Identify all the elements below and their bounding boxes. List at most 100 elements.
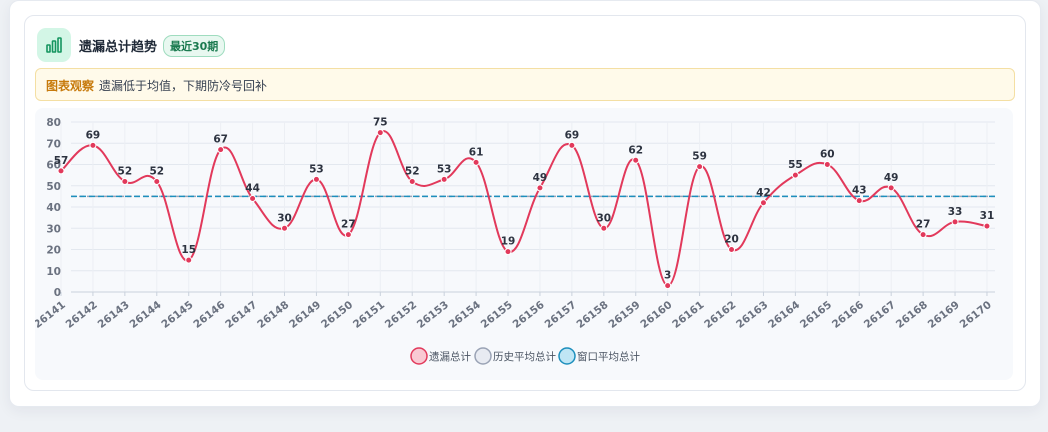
chart-area: 0 10 20 30 40 50 60 70 80 57 69 52 52 15 67 44 30 53 27 75 5… (32, 108, 1013, 380)
x-tick-label: 26144 (127, 299, 163, 331)
x-tick-label: 26146 (191, 299, 227, 331)
data-point (600, 224, 608, 232)
data-label: 69 (565, 129, 580, 141)
x-tick-label: 26158 (574, 299, 610, 331)
x-tick-label: 26150 (319, 299, 355, 331)
data-point (951, 218, 959, 226)
line-chart: 0 10 20 30 40 50 60 70 80 57 69 52 52 15 67 44 30 53 27 75 5… (32, 117, 995, 365)
x-tick-label: 26167 (862, 299, 898, 331)
data-point (57, 167, 65, 175)
data-label: 49 (884, 172, 899, 184)
x-tick-label: 26141 (35, 299, 68, 331)
data-point (472, 158, 480, 166)
period-badge: 最近30期 (163, 35, 226, 57)
data-label: 42 (756, 187, 771, 199)
data-label: 19 (501, 236, 516, 248)
data-label: 15 (181, 244, 196, 256)
data-point (312, 175, 320, 183)
data-label: 61 (469, 146, 484, 158)
x-tick-label: 26169 (926, 299, 962, 331)
card-title: 遗漏总计趋势 (79, 40, 158, 55)
y-tick-label: 40 (46, 202, 61, 214)
x-tick-label: 26165 (798, 299, 834, 331)
data-point (887, 184, 895, 192)
y-tick-label: 60 (46, 160, 61, 172)
data-point (249, 195, 257, 202)
data-point (632, 156, 640, 164)
data-point (855, 197, 863, 205)
x-tick-label: 26168 (894, 299, 930, 331)
data-label: 52 (405, 166, 420, 178)
x-tick-label: 26145 (159, 299, 195, 331)
x-tick-label: 26170 (958, 299, 994, 331)
legend-label: 遗漏总计 (429, 350, 471, 363)
data-label: 27 (341, 219, 356, 231)
data-label: 3 (664, 270, 671, 282)
x-tick-label: 26149 (287, 299, 323, 331)
x-tick-label: 26142 (64, 299, 100, 331)
x-tick-label: 26154 (447, 299, 483, 331)
data-label: 30 (277, 212, 292, 224)
x-tick-label: 26159 (606, 299, 642, 331)
data-label: 49 (533, 172, 548, 184)
data-point (728, 246, 736, 253)
x-tick-label: 26160 (638, 299, 674, 331)
data-label: 57 (54, 155, 69, 167)
data-label: 43 (852, 185, 867, 197)
data-point (568, 141, 576, 149)
data-label: 30 (596, 212, 611, 224)
y-tick-label: 0 (54, 287, 61, 299)
x-tick-label: 26151 (351, 299, 387, 331)
data-point (759, 199, 767, 207)
data-point (823, 161, 831, 168)
data-label: 69 (86, 129, 101, 141)
data-label: 75 (373, 117, 388, 129)
data-label: 44 (245, 183, 260, 195)
data-label: 52 (118, 166, 133, 178)
legend-swatch (558, 347, 576, 365)
data-label: 33 (948, 206, 963, 218)
x-tick-label: 26153 (415, 299, 451, 331)
data-point (791, 171, 799, 179)
legend-label: 历史平均总计 (493, 350, 556, 363)
data-label: 53 (309, 163, 324, 175)
x-tick-label: 26156 (511, 299, 547, 331)
x-tick-label: 26164 (766, 299, 802, 331)
y-tick-label: 10 (46, 266, 61, 278)
data-label: 59 (692, 151, 707, 163)
x-tick-label: 26162 (702, 299, 738, 331)
data-point (440, 175, 448, 183)
data-label: 52 (149, 166, 164, 178)
x-tick-label: 26148 (255, 299, 291, 331)
x-tick-label: 26161 (670, 299, 706, 331)
observation-label: 图表观察 (46, 79, 95, 93)
data-point (983, 222, 991, 230)
data-label: 60 (820, 149, 835, 161)
y-tick-label: 80 (46, 117, 61, 129)
bar-chart-icon (37, 28, 71, 62)
data-label: 31 (980, 210, 995, 222)
data-label: 20 (724, 234, 739, 246)
data-point (504, 248, 512, 256)
legend-label: 窗口平均总计 (577, 350, 640, 363)
data-label: 55 (788, 159, 803, 171)
legend-swatch (474, 347, 492, 365)
observation-banner: 图表观察 遗漏低于均值，下期防冷号回补 (35, 68, 1015, 101)
data-point (696, 163, 704, 171)
data-point (121, 178, 129, 185)
y-tick-label: 20 (46, 245, 61, 257)
x-tick-label: 26155 (479, 299, 515, 331)
x-tick-label: 26166 (830, 299, 866, 331)
y-tick-label: 30 (46, 223, 61, 235)
x-tick-label: 26143 (96, 299, 132, 331)
data-point (408, 178, 416, 185)
data-label: 27 (916, 219, 931, 231)
data-point (89, 141, 97, 149)
x-tick-label: 26147 (223, 299, 259, 331)
x-tick-label: 26163 (734, 299, 770, 331)
y-tick-label: 50 (46, 181, 61, 193)
legend-swatch (410, 347, 428, 365)
x-tick-label: 26157 (543, 299, 579, 331)
data-label: 67 (213, 134, 228, 146)
page-panel: 遗漏总计趋势 最近30期 图表观察 遗漏低于均值，下期防冷号回补 0 10 20 30… (9, 0, 1041, 407)
